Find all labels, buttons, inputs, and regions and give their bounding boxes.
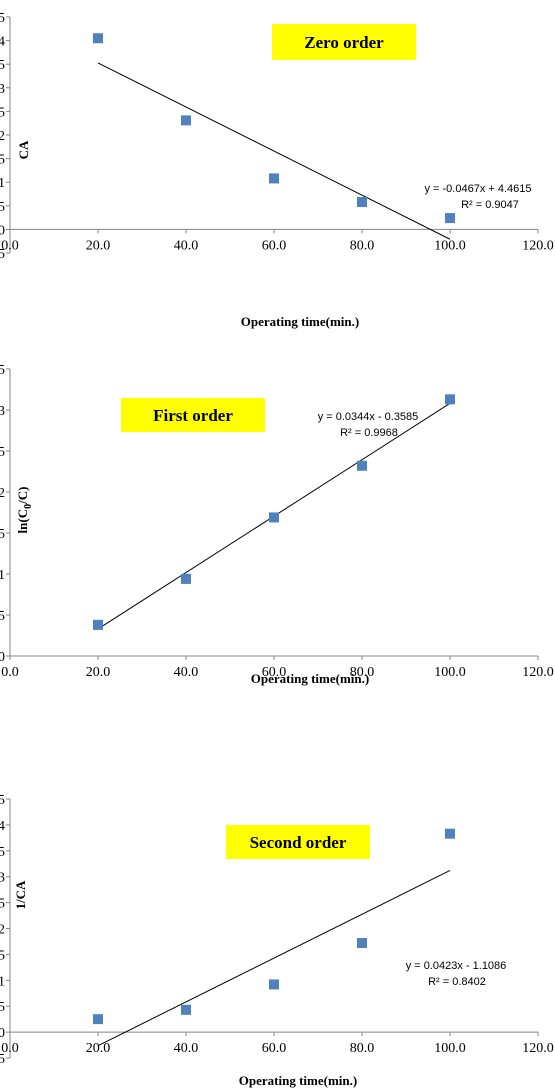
zero-order-data-point	[445, 213, 455, 224]
zero-order-x-tick-label: 0.0	[1, 238, 19, 253]
second-order-chart: Second order 1/CA Operating time(min.) y…	[0, 793, 554, 1088]
second-order-x-tick-label: 80.0	[350, 1041, 375, 1056]
first-order-data-point	[181, 573, 191, 584]
first-order-x-tick-label: 100.0	[434, 665, 466, 680]
second-order-y-tick-label: 3.5	[0, 845, 5, 860]
zero-order-y-tick-label: -0.5	[0, 247, 5, 262]
second-order-y-tick-label: 2.5	[0, 897, 5, 912]
first-order-r-squared: R² = 0.9968	[340, 427, 398, 439]
second-order-y-axis-title: 1/CA	[13, 880, 28, 910]
first-order-data-point	[93, 619, 103, 630]
first-order-badge	[121, 398, 265, 432]
first-order-data-point	[269, 512, 279, 523]
first-order-badge-text: First order	[153, 406, 233, 425]
second-order-x-tick-label: 60.0	[262, 1041, 287, 1056]
zero-order-x-tick-label: 40.0	[174, 238, 199, 253]
first-order-y-tick-label: 3	[0, 404, 5, 419]
zero-order-chart: Zero order CA Operating time(min.) y = -…	[0, 11, 554, 329]
second-order-data-point	[93, 1014, 103, 1025]
second-order-x-tick-label: 40.0	[174, 1041, 199, 1056]
zero-order-badge-text: Zero order	[304, 33, 384, 52]
second-order-y-tick-label: 3	[0, 871, 5, 886]
second-order-data-point	[357, 938, 367, 949]
second-order-x-tick-label: 20.0	[86, 1041, 111, 1056]
first-order-x-tick-label: 40.0	[174, 665, 199, 680]
second-order-y-tick-label: 0.5	[0, 1000, 5, 1015]
second-order-x-axis-title: Operating time(min.)	[239, 1073, 357, 1088]
second-order-y-tick-label: 1	[0, 974, 5, 989]
first-order-y-tick-label: 1.5	[0, 527, 5, 542]
first-order-chart: First order ln(C0/C) Operating time(min.…	[0, 363, 554, 686]
second-order-data-point	[269, 979, 279, 990]
zero-order-x-axis-title: Operating time(min.)	[241, 314, 359, 329]
zero-order-data-point	[269, 173, 279, 184]
zero-order-y-tick-label: 0	[0, 223, 5, 238]
second-order-y-tick-label: 4	[0, 819, 5, 834]
second-order-x-tick-label: 120.0	[522, 1041, 554, 1056]
zero-order-data-point	[93, 33, 103, 44]
zero-order-y-tick-label: 3.5	[0, 58, 5, 73]
zero-order-y-tick-label: 4	[0, 35, 5, 50]
second-order-badge	[226, 825, 370, 859]
first-order-y-tick-label: 2.5	[0, 445, 5, 460]
second-order-y-tick-label: 1.5	[0, 948, 5, 963]
first-order-data-point	[357, 460, 367, 471]
zero-order-x-tick-label: 80.0	[350, 238, 375, 253]
second-order-trendline	[97, 869, 451, 1047]
zero-order-y-axis-title: CA	[16, 140, 31, 159]
first-order-y-tick-label: 1	[0, 568, 5, 583]
zero-order-y-tick-label: 1.5	[0, 153, 5, 168]
second-order-data-point	[181, 1004, 191, 1015]
zero-order-badge	[272, 24, 416, 60]
first-order-y-tick-label: 0.5	[0, 609, 5, 624]
second-order-data-point	[445, 828, 455, 839]
zero-order-x-tick-label: 100.0	[434, 238, 466, 253]
second-order-x-tick-label: 100.0	[434, 1041, 466, 1056]
zero-order-y-tick-label: 1	[0, 176, 5, 191]
zero-order-y-tick-label: 3	[0, 82, 5, 97]
zero-order-x-tick-label: 20.0	[86, 238, 111, 253]
second-order-badge-text: Second order	[250, 833, 347, 852]
zero-order-data-point	[357, 197, 367, 208]
first-order-y-tick-label: 3.5	[0, 363, 5, 378]
zero-order-x-tick-label: 60.0	[262, 238, 287, 253]
zero-order-y-tick-label: 0.5	[0, 200, 5, 215]
first-order-x-tick-label: 0.0	[1, 665, 19, 680]
second-order-trendline-equation: y = 0.0423x - 1.1086	[406, 960, 507, 972]
zero-order-y-tick-label: 2.5	[0, 105, 5, 120]
first-order-x-tick-label: 60.0	[262, 665, 287, 680]
second-order-x-tick-label: 0.0	[1, 1041, 19, 1056]
first-order-y-tick-label: 0	[0, 650, 5, 665]
first-order-x-axis-title: Operating time(min.)	[251, 671, 369, 686]
zero-order-y-tick-label: 2	[0, 129, 5, 144]
first-order-x-tick-label: 120.0	[522, 665, 554, 680]
second-order-y-tick-label: 4.5	[0, 793, 5, 808]
first-order-data-point	[445, 394, 455, 405]
first-order-x-tick-label: 20.0	[86, 665, 111, 680]
second-order-r-squared: R² = 0.8402	[428, 976, 486, 988]
second-order-y-tick-label: 0	[0, 1026, 5, 1041]
first-order-y-axis-title: ln(C0/C)	[15, 487, 34, 534]
zero-order-x-tick-label: 120.0	[522, 238, 554, 253]
second-order-y-tick-label: 2	[0, 923, 5, 938]
zero-order-trendline-equation: y = -0.0467x + 4.4615	[424, 183, 531, 195]
zero-order-y-tick-label: 4.5	[0, 11, 5, 26]
zero-order-data-point	[181, 115, 191, 126]
first-order-x-tick-label: 80.0	[350, 665, 375, 680]
first-order-y-tick-label: 2	[0, 486, 5, 501]
first-order-trendline-equation: y = 0.0344x - 0.3585	[318, 411, 419, 423]
zero-order-trendline	[97, 62, 451, 240]
second-order-y-tick-label: -0.5	[0, 1052, 5, 1067]
zero-order-r-squared: R² = 0.9047	[461, 199, 519, 211]
